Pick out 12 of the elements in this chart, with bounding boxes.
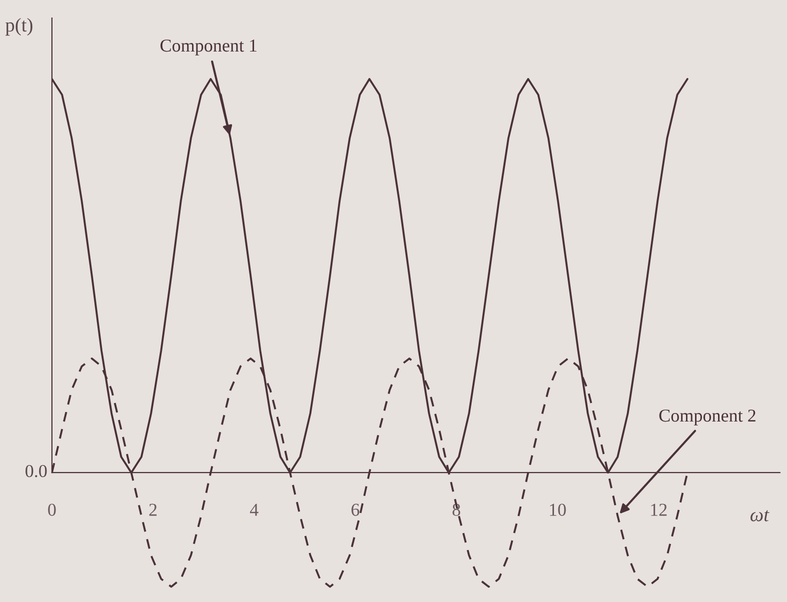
series-label: Component 1 <box>160 40 256 56</box>
text: 0.0 <box>26 464 47 478</box>
x-tick-label: 10 <box>550 504 566 516</box>
x-tick-label: 2 <box>149 504 157 516</box>
x-tick-label: 6 <box>352 504 360 516</box>
x-tick-label: 8 <box>452 504 460 516</box>
x-tick-label: 0 <box>48 504 56 516</box>
y-axis-title: p(t) <box>5 18 32 36</box>
x-axis-title: ωt <box>750 510 770 522</box>
x-tick-label: 4 <box>250 504 258 516</box>
text: Component 2 <box>659 410 756 426</box>
x-tick-label: 12 <box>651 504 667 516</box>
